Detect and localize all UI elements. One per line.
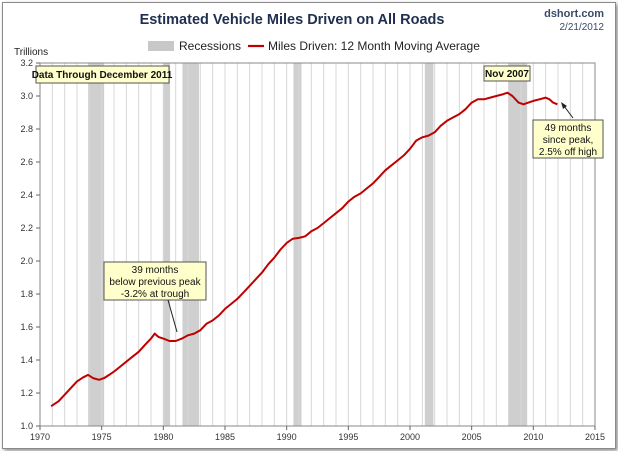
series-line-miles-driven xyxy=(50,91,558,408)
legend-series-label: Miles Driven: 12 Month Moving Average xyxy=(268,39,480,53)
annotation-trough: 39 months below previous peak -3.2% at t… xyxy=(103,261,207,333)
annotation-nov-2007: Nov 2007 xyxy=(483,65,531,82)
y-tick-label: 2.6 xyxy=(20,157,33,167)
x-tick-label: 1970 xyxy=(30,432,50,442)
chart-title: Estimated Vehicle Miles Driven on All Ro… xyxy=(140,12,445,28)
plot-area-border xyxy=(39,62,596,427)
x-tick-label: 2005 xyxy=(462,432,482,442)
y-axis-ticks: 1.0 1.2 1.4 1.6 1.8 2.0 2.2 2.4 2.6 2.8 3.0 3.2 xyxy=(20,58,40,431)
y-tick-label: 3.2 xyxy=(20,58,33,68)
recession-band xyxy=(293,63,302,426)
annotation-trough-line-3: -3.2% at trough xyxy=(121,289,189,300)
y-tick-label: 2.8 xyxy=(20,124,33,134)
annotation-trough-line-2: below previous peak xyxy=(109,277,201,288)
y-tick-label: 2.4 xyxy=(20,190,33,200)
annotation-data-through-text: Data Through December 2011 xyxy=(32,70,173,81)
y-tick-label: 2.2 xyxy=(20,223,33,233)
y-tick-label: 1.2 xyxy=(20,388,33,398)
legend-recession-label: Recessions xyxy=(179,39,241,53)
recession-band xyxy=(182,63,200,426)
grid-lines xyxy=(51,63,584,426)
y-tick-label: 1.8 xyxy=(20,289,33,299)
annotation-since-peak-arrow xyxy=(563,105,574,119)
x-tick-label: 1995 xyxy=(338,432,358,442)
y-tick-label: 2.0 xyxy=(20,256,33,266)
x-tick-label: 1990 xyxy=(277,432,297,442)
annotation-nov-2007-text: Nov 2007 xyxy=(485,69,529,80)
recession-band xyxy=(88,63,105,426)
recession-bands xyxy=(88,63,528,426)
annotation-since-peak-line-3: 2.5% off high xyxy=(539,147,597,158)
y-tick-label: 1.0 xyxy=(20,421,33,431)
y-axis-unit-label: Trillions xyxy=(14,47,48,58)
x-tick-label: 1985 xyxy=(215,432,235,442)
x-axis-ticks: 1970 1975 1980 1985 1990 1995 2000 2005 2010 2015 xyxy=(30,426,605,442)
recession-band xyxy=(424,63,434,426)
y-tick-label: 3.0 xyxy=(20,91,33,101)
legend: Recessions Miles Driven: 12 Month Moving… xyxy=(148,39,480,53)
recession-band xyxy=(508,63,528,426)
annotation-since-peak-line-2: since peak, xyxy=(543,135,594,146)
annotation-trough-line-1: 39 months xyxy=(132,265,179,276)
annotation-trough-leader xyxy=(167,299,178,333)
legend-recession-swatch xyxy=(148,41,174,51)
y-tick-label: 1.6 xyxy=(20,322,33,332)
x-tick-label: 2000 xyxy=(400,432,420,442)
source-label: dshort.com xyxy=(544,8,604,20)
recession-band xyxy=(163,63,171,426)
x-tick-label: 2010 xyxy=(523,432,543,442)
annotation-since-peak-arrowhead xyxy=(561,102,567,109)
annotation-data-through: Data Through December 2011 xyxy=(32,65,173,84)
source-date: 2/21/2012 xyxy=(560,22,605,33)
y-tick-label: 1.4 xyxy=(20,355,33,365)
annotation-since-peak-line-1: 49 months xyxy=(545,123,592,134)
x-tick-label: 1975 xyxy=(92,432,112,442)
annotation-since-peak: 49 months since peak, 2.5% off high xyxy=(532,102,604,159)
x-tick-label: 2015 xyxy=(585,432,605,442)
x-tick-label: 1980 xyxy=(153,432,173,442)
